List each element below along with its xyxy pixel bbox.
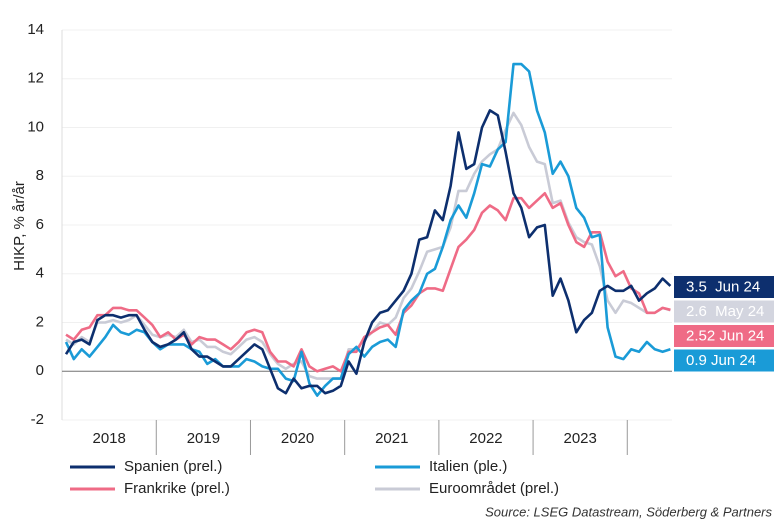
y-tick-label: 14 bbox=[27, 21, 44, 38]
source: Source: LSEG Datastream, Söderberg & Par… bbox=[485, 504, 772, 519]
legend-label: Euroområdet (prel.) bbox=[429, 480, 559, 497]
y-tick-label: 8 bbox=[36, 167, 44, 184]
series-line bbox=[65, 111, 671, 380]
y-tick-label: 0 bbox=[36, 362, 44, 379]
annotation-label: 0.9 Jun 24 bbox=[686, 352, 756, 369]
annotation-box bbox=[674, 325, 774, 347]
x-tick-label: 2018 bbox=[92, 430, 125, 447]
x-tick-label: 2023 bbox=[563, 430, 596, 447]
y-tick-label: 4 bbox=[36, 265, 44, 282]
y-tick-label: 10 bbox=[27, 118, 44, 135]
legend-label: Italien (ple.) bbox=[429, 458, 507, 475]
y-tick-label: 12 bbox=[27, 70, 44, 87]
annotation-label: 3.5 Jun 24 bbox=[686, 278, 760, 295]
annotation-label: 2.52 Jun 24 bbox=[686, 327, 764, 344]
y-axis-title: HIKP, % år/år bbox=[11, 181, 28, 271]
annotation-box bbox=[674, 349, 774, 372]
legend-label: Spanien (prel.) bbox=[124, 458, 222, 475]
annotation-box bbox=[674, 300, 774, 323]
y-tick-label: 6 bbox=[36, 216, 44, 233]
annotation-label: 2.6 May 24 bbox=[686, 303, 764, 320]
x-tick-label: 2021 bbox=[375, 430, 408, 447]
x-tick-label: 2020 bbox=[281, 430, 314, 447]
y-tick-label: 2 bbox=[36, 313, 44, 330]
legend-label: Frankrike (prel.) bbox=[124, 480, 230, 497]
series-line bbox=[64, 109, 672, 395]
annotation-box bbox=[674, 276, 774, 298]
y-tick-label: -2 bbox=[31, 411, 44, 428]
x-tick-label: 2019 bbox=[187, 430, 220, 447]
x-tick-label: 2022 bbox=[469, 430, 502, 447]
